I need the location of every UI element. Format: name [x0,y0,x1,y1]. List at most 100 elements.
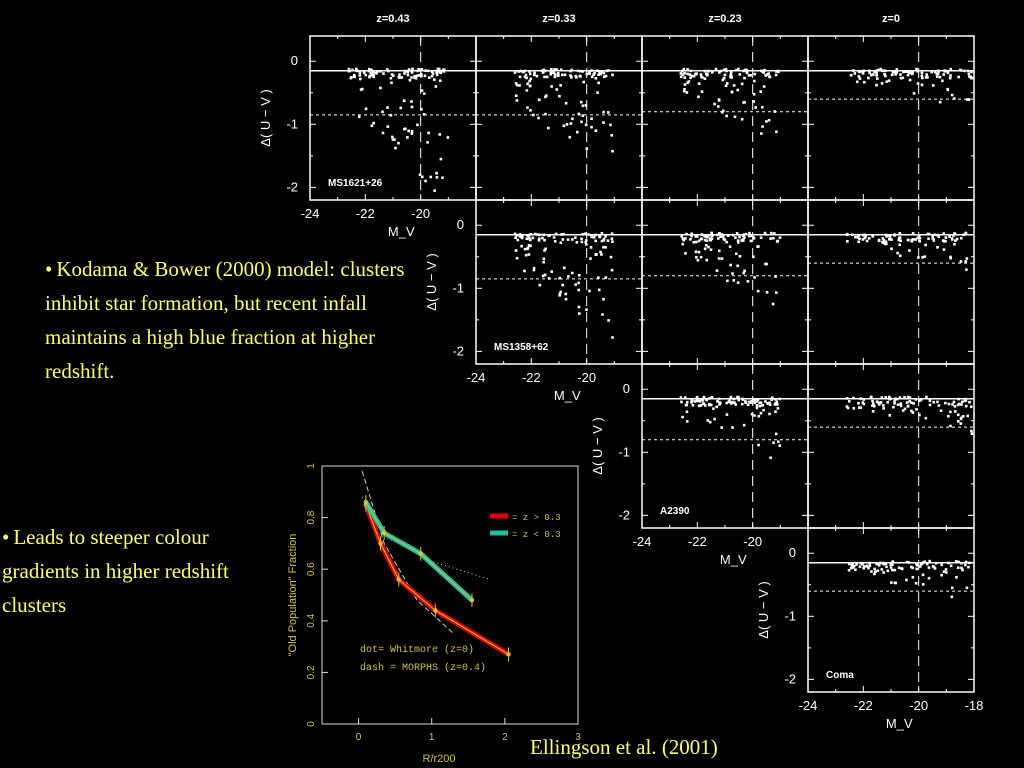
galaxy-point [908,249,911,252]
y-axis-label: Δ( U − V ) [258,89,273,146]
galaxy-point [604,276,608,279]
galaxy-point [925,73,929,76]
galaxy-point [577,281,580,285]
x-axis-label: M_V [554,388,581,403]
cluster-label: MS1621+26 [328,178,383,189]
galaxy-point [956,419,960,423]
galaxy-point [531,236,535,240]
galaxy-point [760,132,763,135]
galaxy-point [920,83,924,87]
galaxy-point [946,88,950,92]
galaxy-point [410,132,414,135]
y-tick-label: 1 [306,463,317,469]
galaxy-point [564,297,568,301]
galaxy-point [749,239,753,243]
galaxy-point [930,70,933,74]
galaxy-point [953,405,957,408]
galaxy-point [514,94,518,97]
galaxy-point [873,404,876,408]
galaxy-point [592,73,595,77]
cmr-panel [475,35,643,201]
galaxy-point [542,260,545,264]
galaxy-point [713,102,716,106]
galaxy-point [522,70,525,74]
galaxy-point [606,111,610,114]
galaxy-point [693,73,697,76]
x-tick-label: 2 [502,732,508,743]
galaxy-point [897,238,901,242]
galaxy-point [721,78,725,82]
galaxy-point [924,243,927,247]
galaxy-point [960,400,964,404]
galaxy-point [895,71,899,74]
galaxy-point [885,565,888,569]
galaxy-point [963,397,967,401]
galaxy-point [746,403,750,407]
galaxy-point [857,240,860,244]
galaxy-point [890,247,893,251]
galaxy-point [875,562,878,566]
panel-frame [641,199,809,365]
galaxy-point [581,114,585,117]
galaxy-point [752,92,756,96]
galaxy-point [936,72,940,76]
galaxy-point [594,253,598,256]
galaxy-point [694,235,698,238]
galaxy-point [518,75,522,79]
bullet-kodama-bower: • Kodama & Bower (2000) model: clusters i… [45,252,415,388]
galaxy-point [527,236,531,240]
galaxy-point [594,239,597,243]
galaxy-point [710,231,713,235]
galaxy-point [941,79,944,83]
galaxy-point [960,566,963,570]
galaxy-point [729,263,732,267]
galaxy-point [898,236,902,239]
galaxy-point [695,240,698,244]
galaxy-point [729,73,733,76]
galaxy-point [435,176,439,179]
galaxy-point [358,71,362,75]
galaxy-point [936,400,939,404]
galaxy-point [703,77,707,81]
galaxy-point [778,236,782,239]
galaxy-point [369,71,373,75]
galaxy-point [744,400,747,403]
galaxy-point [867,566,870,570]
galaxy-point [742,101,745,104]
galaxy-point [894,71,897,74]
galaxy-point [899,404,903,408]
galaxy-point [755,404,759,407]
galaxy-point [927,232,931,236]
galaxy-point [752,237,756,240]
galaxy-point [583,232,587,236]
galaxy-point [690,232,694,236]
galaxy-point [918,240,922,243]
galaxy-point [715,405,718,409]
data-point [418,551,423,556]
galaxy-point [529,77,533,81]
galaxy-point [964,404,968,408]
galaxy-point [894,73,897,76]
galaxy-point [915,567,919,571]
cluster-label: Coma [826,670,854,681]
galaxy-point [524,73,528,77]
galaxy-point [774,70,778,73]
galaxy-point [918,565,922,568]
galaxy-point [581,70,585,73]
galaxy-point [959,236,963,240]
galaxy-point [861,233,865,237]
galaxy-point [436,67,440,71]
galaxy-point [911,411,915,414]
galaxy-point [524,253,528,257]
galaxy-point [858,406,861,409]
galaxy-point [942,232,945,235]
galaxy-point [908,399,912,403]
galaxy-point [604,246,607,249]
galaxy-point [884,69,887,73]
galaxy-point [697,250,701,254]
galaxy-point [865,239,869,243]
galaxy-point [362,71,366,75]
galaxy-point [870,404,874,407]
galaxy-point [773,110,777,113]
galaxy-point [847,400,851,403]
